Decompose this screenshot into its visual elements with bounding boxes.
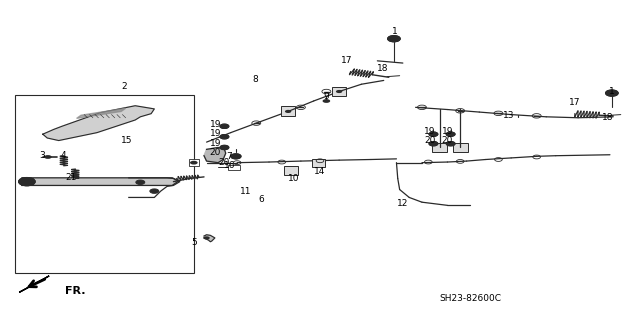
Text: 19: 19 bbox=[424, 127, 435, 136]
Text: 1: 1 bbox=[392, 27, 398, 36]
Circle shape bbox=[190, 161, 198, 165]
Polygon shape bbox=[43, 106, 154, 141]
Text: 17: 17 bbox=[569, 98, 580, 107]
Circle shape bbox=[605, 90, 618, 96]
Bar bbox=[332, 87, 346, 96]
Text: 4: 4 bbox=[61, 151, 67, 160]
Text: 20: 20 bbox=[210, 148, 221, 157]
Text: 15: 15 bbox=[120, 136, 132, 145]
Text: 13: 13 bbox=[503, 111, 515, 120]
Circle shape bbox=[136, 180, 145, 184]
Circle shape bbox=[150, 189, 159, 193]
Polygon shape bbox=[77, 108, 125, 118]
Polygon shape bbox=[204, 147, 226, 163]
Text: 9: 9 bbox=[323, 92, 329, 101]
Text: 20: 20 bbox=[219, 158, 230, 167]
Polygon shape bbox=[19, 276, 49, 292]
Circle shape bbox=[44, 155, 52, 159]
Bar bbox=[452, 143, 468, 152]
Text: 19: 19 bbox=[442, 127, 453, 136]
Circle shape bbox=[204, 236, 210, 240]
Circle shape bbox=[19, 178, 35, 186]
Polygon shape bbox=[204, 235, 215, 242]
Circle shape bbox=[220, 135, 229, 139]
Circle shape bbox=[285, 110, 291, 113]
Circle shape bbox=[336, 90, 342, 93]
Text: 18: 18 bbox=[602, 113, 614, 122]
Bar bbox=[281, 106, 295, 116]
Text: 6: 6 bbox=[259, 195, 264, 204]
Text: SH23-82600C: SH23-82600C bbox=[440, 294, 501, 303]
Text: 21: 21 bbox=[66, 173, 77, 182]
Circle shape bbox=[220, 124, 229, 129]
Text: 14: 14 bbox=[314, 167, 326, 176]
Text: 20: 20 bbox=[442, 136, 453, 145]
Polygon shape bbox=[22, 178, 179, 185]
Text: 12: 12 bbox=[397, 199, 408, 208]
Text: 18: 18 bbox=[377, 64, 388, 73]
Text: 1: 1 bbox=[609, 87, 615, 96]
Text: 10: 10 bbox=[287, 174, 299, 183]
Bar bbox=[228, 165, 241, 170]
Text: 19: 19 bbox=[210, 138, 221, 148]
Circle shape bbox=[446, 141, 455, 146]
Text: 16: 16 bbox=[224, 161, 236, 170]
Bar bbox=[312, 160, 325, 167]
Text: FR.: FR. bbox=[65, 286, 86, 296]
Circle shape bbox=[388, 35, 400, 42]
Text: 2: 2 bbox=[121, 82, 127, 91]
Circle shape bbox=[429, 141, 438, 146]
Circle shape bbox=[323, 99, 330, 103]
Bar bbox=[15, 95, 194, 273]
Bar bbox=[284, 166, 298, 175]
Text: 17: 17 bbox=[341, 56, 353, 65]
Text: 8: 8 bbox=[252, 75, 258, 84]
Bar bbox=[189, 159, 199, 167]
Circle shape bbox=[429, 132, 438, 137]
Text: 5: 5 bbox=[191, 238, 196, 247]
Text: 3: 3 bbox=[39, 151, 45, 160]
Circle shape bbox=[231, 154, 241, 159]
Circle shape bbox=[446, 132, 455, 137]
Text: 19: 19 bbox=[210, 129, 221, 138]
Text: 19: 19 bbox=[210, 120, 221, 129]
Circle shape bbox=[220, 145, 229, 150]
Text: 20: 20 bbox=[424, 136, 435, 145]
Text: 11: 11 bbox=[241, 187, 252, 196]
Text: 7: 7 bbox=[227, 152, 232, 161]
Bar bbox=[432, 143, 447, 152]
